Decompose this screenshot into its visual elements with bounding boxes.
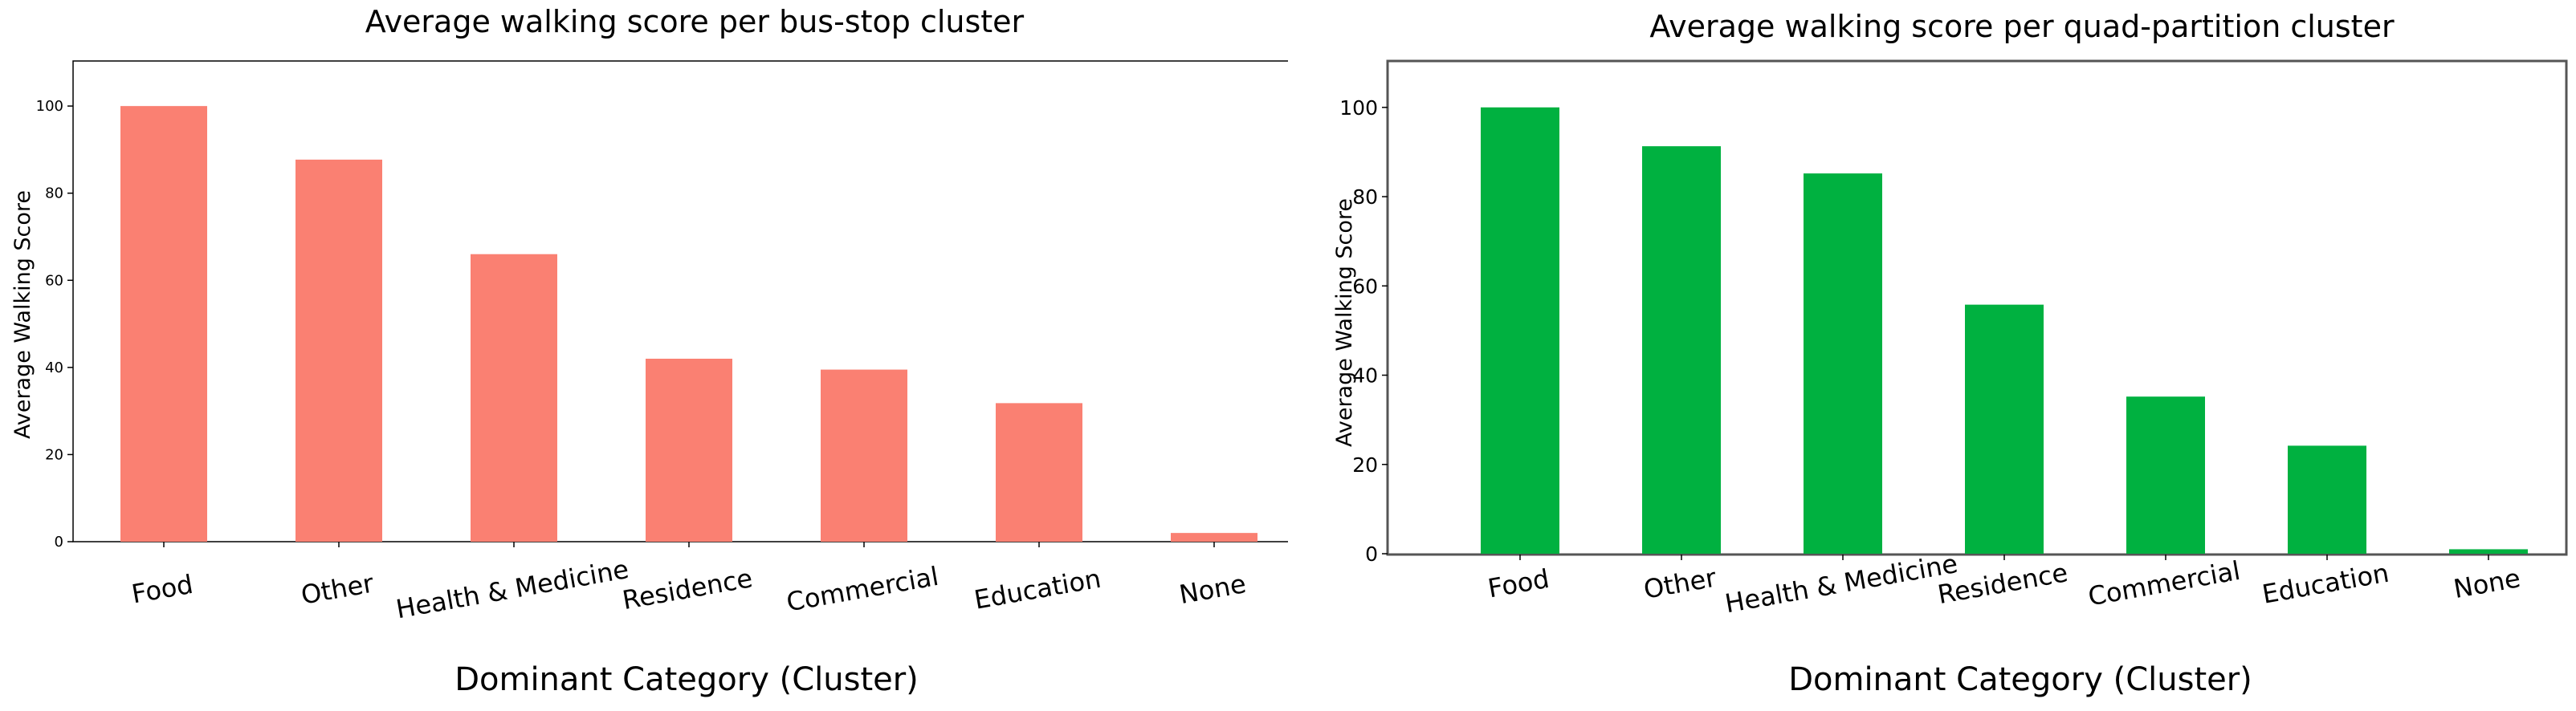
bars-group — [120, 106, 1257, 542]
y-tick-label: 40 — [45, 360, 63, 376]
x-tick-label: Food — [1486, 563, 1551, 604]
y-axis-ticks: 0 20 40 60 80 100 — [36, 98, 73, 551]
y-tick-label: 20 — [45, 446, 63, 463]
bar-residence — [646, 359, 732, 542]
y-tick-label: 20 — [1352, 453, 1378, 477]
x-tick-label: Food — [129, 569, 195, 610]
quad-partition-bar-chart: Average walking score per quad-partition… — [1332, 9, 2568, 698]
y-tick-label: 0 — [1365, 542, 1378, 566]
bar-none — [1171, 533, 1257, 542]
bar-other — [296, 159, 382, 542]
x-tick-label: Other — [1641, 562, 1719, 604]
bar-health-medicine — [471, 254, 557, 542]
bus-stop-chart-panel: Average walking score per bus-stop clust… — [10, 4, 1288, 698]
bar-other — [1642, 146, 1721, 554]
bar-health-medicine — [1804, 173, 1882, 554]
y-tick-label: 100 — [36, 98, 63, 115]
bar-residence — [1965, 304, 2044, 554]
y-axis-label: Average Walking Score — [1332, 198, 1357, 447]
bar-commercial — [2126, 396, 2205, 554]
bar-education — [996, 403, 1082, 542]
y-tick-label: 40 — [1352, 364, 1378, 388]
bar-commercial — [821, 369, 907, 542]
y-tick-label: 60 — [1352, 274, 1378, 298]
y-tick-label: 60 — [45, 272, 63, 289]
quad-partition-chart-panel: Average walking score per quad-partition… — [1288, 0, 2576, 711]
bar-education — [2288, 445, 2366, 554]
plot-frame — [1386, 59, 2568, 556]
chart-title: Average walking score per quad-partition… — [1649, 9, 2395, 44]
bar-food — [1481, 107, 1559, 555]
bus-stop-bar-chart: Average walking score per bus-stop clust… — [10, 4, 1288, 698]
x-tick-label: Health & Medicine — [1722, 548, 1959, 619]
x-tick-label: None — [2452, 563, 2523, 604]
x-tick-label: Other — [299, 567, 377, 610]
y-axis-label: Average Walking Score — [10, 190, 35, 439]
bar-none — [2449, 549, 2528, 554]
x-tick-label: None — [1177, 568, 1249, 610]
chart-title: Average walking score per bus-stop clust… — [365, 4, 1025, 39]
x-axis-label: Dominant Category (Cluster) — [454, 661, 919, 698]
y-tick-label: 0 — [55, 534, 63, 551]
y-tick-label: 100 — [1339, 96, 1378, 120]
x-tick-label: Residence — [620, 563, 755, 616]
x-axis-label: Dominant Category (Cluster) — [1788, 661, 2252, 698]
y-axis-ticks: 0 20 40 60 80 100 — [1339, 96, 1388, 566]
x-tick-label: Health & Medicine — [393, 554, 630, 624]
y-tick-label: 80 — [1352, 185, 1378, 209]
x-tick-label: Commercial — [2086, 555, 2243, 612]
bar-food — [120, 106, 207, 542]
x-tick-label: Education — [972, 563, 1103, 616]
y-tick-label: 80 — [45, 185, 63, 202]
x-tick-label: Commercial — [785, 561, 941, 618]
x-tick-label: Education — [2260, 558, 2391, 610]
bars-group — [1481, 107, 2528, 555]
